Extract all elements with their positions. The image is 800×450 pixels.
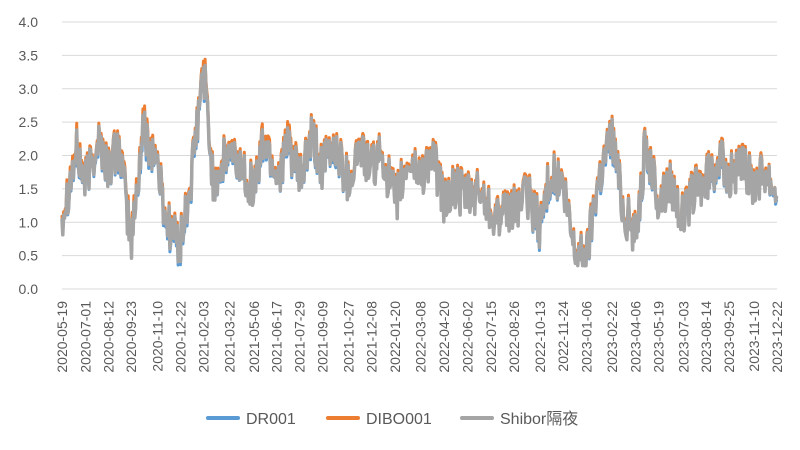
x-tick-label: 2022-11-24	[555, 301, 571, 372]
y-tick-label: 2.5	[19, 114, 39, 130]
y-tick-label: 4.0	[19, 14, 39, 30]
x-tick-label: 2023-02-22	[604, 301, 620, 373]
x-tick-label: 2022-01-20	[387, 301, 403, 373]
y-tick-label: 0.0	[19, 281, 39, 297]
x-tick-label: 2023-04-06	[627, 301, 643, 373]
y-tick-label: 1.0	[19, 214, 39, 230]
x-tick-label: 2023-11-10	[746, 301, 762, 372]
x-tick-label: 2021-12-08	[364, 301, 380, 373]
x-tick-label: 2022-08-26	[506, 301, 522, 373]
x-tick-label: 2020-11-10	[149, 301, 165, 372]
x-axis-ticks: 2020-05-19 2020-07-01 2020-08-12 2020-09-23…	[54, 301, 785, 373]
y-tick-label: 3.5	[19, 47, 39, 63]
y-tick-label: 3.0	[19, 81, 39, 97]
x-tick-label: 2023-08-14	[698, 301, 714, 373]
legend: DR001 DIBO001 Shibor隔夜	[206, 410, 578, 428]
y-tick-label: 0.5	[19, 248, 39, 264]
x-tick-label: 2022-06-02	[459, 301, 475, 373]
x-tick-label: 2023-07-03	[675, 301, 691, 373]
x-tick-label: 2020-12-22	[172, 301, 188, 373]
x-tick-label: 2022-04-20	[436, 301, 452, 373]
legend-label: DIBO001	[366, 411, 432, 428]
series-lines	[60, 57, 779, 268]
x-tick-label: 2021-02-03	[196, 301, 212, 373]
x-tick-label: 2020-09-23	[123, 301, 139, 373]
x-tick-label: 2023-05-19	[651, 301, 667, 373]
x-tick-label: 2021-07-29	[292, 301, 308, 373]
x-tick-label: 2023-01-06	[578, 301, 594, 373]
x-tick-label: 2022-10-13	[532, 301, 548, 373]
x-tick-label: 2023-12-22	[769, 301, 785, 373]
x-tick-label: 2023-09-25	[721, 301, 737, 373]
y-axis-ticks: 0.0 0.5 1.0 1.5 2.0 2.5 3.0 3.5 4.0	[19, 14, 39, 297]
x-tick-label: 2021-03-22	[221, 301, 237, 373]
y-tick-label: 2.0	[19, 148, 39, 164]
y-tick-label: 1.5	[19, 181, 39, 197]
x-tick-label: 2021-06-17	[269, 301, 285, 373]
legend-label: Shibor隔夜	[500, 410, 578, 428]
x-tick-label: 2020-07-01	[77, 301, 93, 373]
x-tick-label: 2020-05-19	[54, 301, 70, 373]
x-tick-label: 2021-05-06	[246, 301, 262, 373]
x-tick-label: 2020-08-12	[100, 301, 116, 373]
x-tick-label: 2021-10-27	[341, 301, 357, 373]
legend-label: DR001	[246, 411, 296, 428]
x-tick-label: 2021-09-09	[314, 301, 330, 373]
x-tick-label: 2022-07-15	[483, 301, 499, 373]
x-tick-label: 2022-03-08	[413, 301, 429, 373]
series-line-2	[60, 63, 779, 268]
